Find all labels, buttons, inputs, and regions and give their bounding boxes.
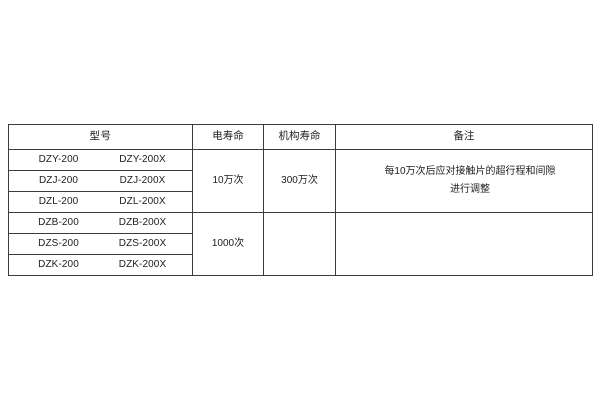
header-cell-electrical-life: 电寿命 xyxy=(192,124,264,150)
spec-table-container: 型号 电寿命 机构寿命 备注 DZY-200 DZY-200X xyxy=(8,124,593,276)
model-pair: DZS-200 DZS-200X xyxy=(9,234,192,254)
model-code-variant: DZK-200X xyxy=(118,258,167,270)
header-electrical-life-label: 电寿命 xyxy=(212,130,244,143)
table-row: DZL-200 DZL-200X xyxy=(8,191,593,213)
mechanical-life-cell-upper: 300万次 xyxy=(263,149,336,213)
model-cell: DZB-200 DZB-200X xyxy=(8,212,193,234)
table-row: DZB-200 DZB-200X 1000次 xyxy=(8,212,593,276)
model-cell: DZL-200 DZL-200X xyxy=(8,191,193,213)
model-pair: DZK-200 DZK-200X xyxy=(9,255,192,275)
model-code-variant: DZL-200X xyxy=(119,195,166,207)
table-row: DZS-200 DZS-200X xyxy=(8,233,593,255)
model-pair: DZY-200 DZY-200X xyxy=(9,150,192,170)
model-cell: DZK-200 DZK-200X xyxy=(8,254,193,276)
model-code-variant: DZS-200X xyxy=(118,237,167,249)
model-pair: DZL-200 DZL-200X xyxy=(9,192,192,212)
electrical-life-value: 10万次 xyxy=(212,174,244,186)
table-row: DZY-200 DZY-200X 10万次 300万次 每10万次后应对接触片的… xyxy=(8,149,593,213)
specification-table: 型号 电寿命 机构寿命 备注 DZY-200 DZY-200X xyxy=(8,124,593,276)
model-code-primary: DZK-200 xyxy=(38,258,79,270)
electrical-life-cell-upper: 10万次 xyxy=(192,149,264,213)
header-cell-mechanical-life: 机构寿命 xyxy=(263,124,336,150)
model-code-variant: DZY-200X xyxy=(119,153,166,165)
header-cell-remarks: 备注 xyxy=(335,124,593,150)
model-code-primary: DZS-200 xyxy=(38,237,79,249)
model-code-primary: DZJ-200 xyxy=(38,174,79,186)
model-pair: DZB-200 DZB-200X xyxy=(9,213,192,233)
header-remarks-label: 备注 xyxy=(453,130,475,143)
mechanical-life-cell-lower xyxy=(263,212,336,276)
remarks-cell-upper: 每10万次后应对接触片的超行程和间隙 进行调整 xyxy=(335,149,593,213)
model-code-variant: DZJ-200X xyxy=(119,174,166,186)
header-model-left: 型 xyxy=(89,130,101,143)
model-cell: DZS-200 DZS-200X xyxy=(8,233,193,255)
model-code-primary: DZY-200 xyxy=(38,153,79,165)
header-mechanical-life-label: 机构寿命 xyxy=(278,130,321,143)
remarks-body: 每10万次后应对接触片的超行程和间隙 进行调整 xyxy=(336,163,592,200)
electrical-life-value: 1000次 xyxy=(211,237,245,249)
model-code-primary: DZL-200 xyxy=(38,195,79,207)
model-code-primary: DZB-200 xyxy=(38,216,79,228)
table-header-row: 型号 电寿命 机构寿命 备注 xyxy=(8,124,593,150)
remarks-line-1: 每10万次后应对接触片的超行程和间隙 xyxy=(384,165,556,177)
model-code-variant: DZB-200X xyxy=(118,216,167,228)
model-cell: DZJ-200 DZJ-200X xyxy=(8,170,193,192)
remarks-cell-lower xyxy=(335,212,593,276)
model-pair: DZJ-200 DZJ-200X xyxy=(9,171,192,191)
remarks-line-2: 进行调整 xyxy=(450,184,490,195)
electrical-life-cell-lower: 1000次 xyxy=(192,212,264,276)
mechanical-life-value: 300万次 xyxy=(281,174,318,186)
table-row: DZK-200 DZK-200X xyxy=(8,254,593,276)
header-model-right: 号 xyxy=(100,130,112,143)
model-cell: DZY-200 DZY-200X xyxy=(8,149,193,171)
header-cell-model: 型号 xyxy=(8,124,193,150)
table-row: DZJ-200 DZJ-200X xyxy=(8,170,593,192)
